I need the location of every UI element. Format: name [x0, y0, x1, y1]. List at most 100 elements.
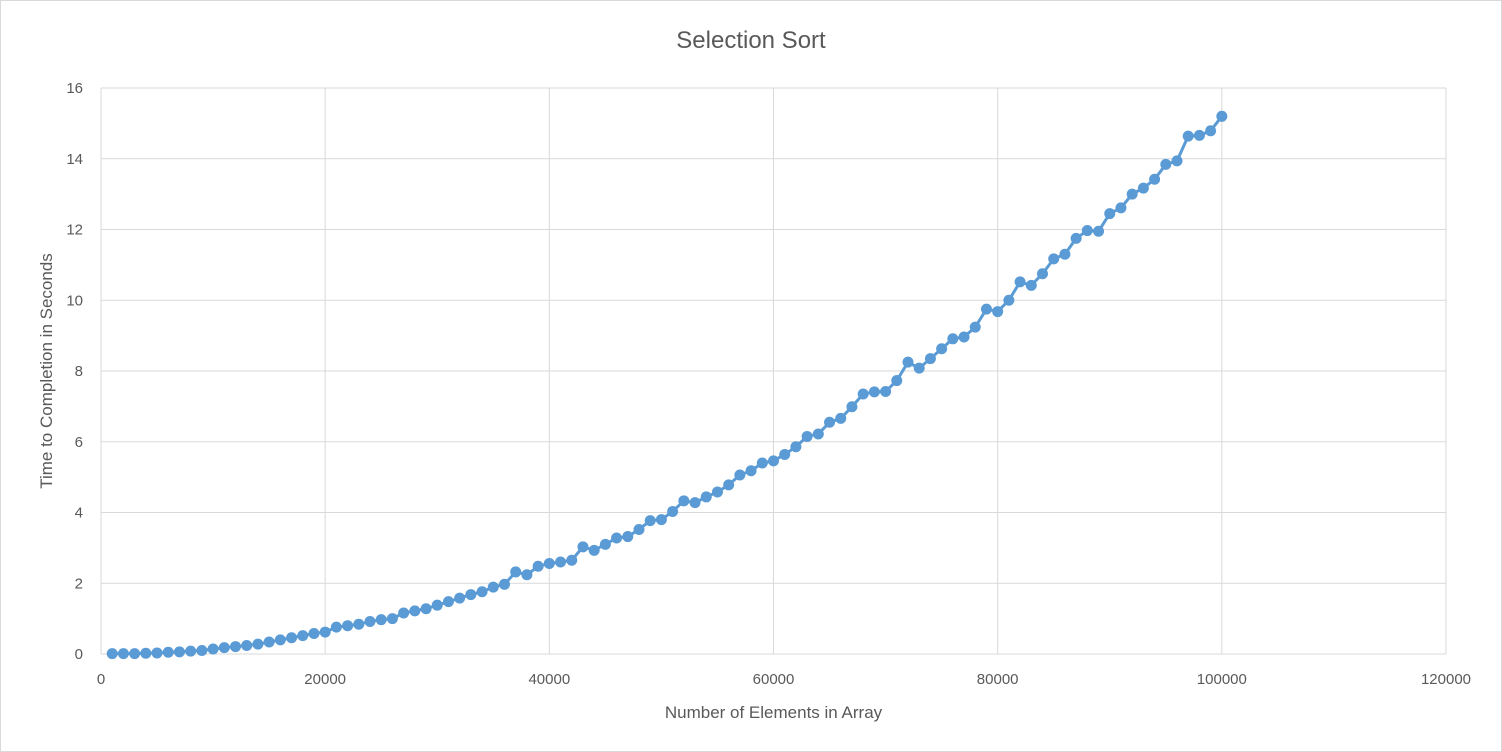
- data-point: [1193, 129, 1205, 141]
- data-point: [924, 353, 936, 365]
- data-point: [1216, 110, 1228, 122]
- data-point: [218, 642, 230, 654]
- y-tick-label: 6: [75, 434, 83, 451]
- data-point: [1025, 279, 1037, 291]
- data-point: [868, 386, 880, 398]
- data-point: [779, 448, 791, 460]
- y-tick-label: 16: [66, 80, 83, 97]
- data-point: [1149, 173, 1161, 185]
- data-point: [1070, 232, 1082, 244]
- data-point: [442, 596, 454, 608]
- data-point: [812, 428, 824, 440]
- x-tick-label: 60000: [753, 671, 795, 688]
- data-point: [1137, 182, 1149, 194]
- data-point: [1048, 253, 1060, 265]
- data-point: [409, 605, 421, 617]
- data-point: [734, 469, 746, 481]
- y-tick-label: 12: [66, 222, 83, 239]
- data-point: [364, 615, 376, 627]
- data-point: [824, 416, 836, 428]
- data-point: [129, 648, 141, 660]
- data-point: [667, 505, 679, 517]
- data-point: [465, 589, 477, 601]
- data-point: [891, 375, 903, 387]
- data-point: [958, 331, 970, 343]
- data-point: [902, 356, 914, 368]
- y-tick-label: 4: [75, 505, 83, 522]
- data-point: [1081, 225, 1093, 237]
- data-point: [1093, 225, 1105, 237]
- data-point: [330, 621, 342, 633]
- series-line: [112, 115, 1224, 656]
- data-point: [398, 607, 410, 619]
- data-point: [801, 430, 813, 442]
- x-tick-label: 100000: [1197, 671, 1247, 688]
- data-point: [499, 578, 510, 590]
- data-point: [678, 495, 690, 507]
- data-point: [947, 333, 959, 345]
- data-point: [286, 632, 298, 644]
- tick-labels: 0 2 4 6 8 10 12 14 16 0 20000 40000 60000 80000 100000…: [66, 80, 1471, 688]
- data-point: [230, 641, 241, 653]
- y-axis-title: Time to Completion in Seconds: [37, 253, 56, 489]
- data-point: [1205, 125, 1217, 137]
- data-point: [196, 644, 208, 656]
- y-tick-label: 8: [75, 363, 83, 380]
- data-point: [510, 566, 522, 578]
- data-point: [857, 388, 869, 400]
- y-tick-label: 0: [75, 646, 83, 663]
- data-point: [274, 634, 286, 646]
- data-point: [117, 648, 129, 660]
- data-point: [319, 626, 331, 638]
- data-point: [768, 455, 779, 467]
- data-point: [756, 457, 768, 469]
- data-point: [454, 592, 466, 604]
- y-tick-label: 2: [75, 575, 83, 592]
- data-point: [599, 538, 611, 550]
- data-point: [476, 586, 488, 598]
- data-point: [790, 441, 802, 453]
- data-point: [723, 479, 735, 491]
- data-point: [1014, 276, 1026, 288]
- data-point: [1003, 294, 1015, 306]
- x-tick-label: 120000: [1421, 671, 1471, 688]
- data-point: [835, 412, 847, 424]
- data-point: [1037, 268, 1048, 280]
- x-axis-title: Number of Elements in Array: [665, 703, 883, 722]
- data-point: [655, 514, 667, 526]
- data-point: [711, 486, 723, 498]
- data-point: [1126, 188, 1138, 200]
- data-point: [386, 613, 398, 625]
- data-point: [1160, 158, 1172, 170]
- data-point: [644, 515, 656, 527]
- data-series: [106, 110, 1228, 660]
- data-point: [846, 401, 858, 413]
- data-point: [207, 643, 219, 655]
- data-point: [1059, 248, 1071, 260]
- data-point: [543, 557, 555, 569]
- data-point: [241, 640, 253, 652]
- data-point: [263, 636, 275, 648]
- data-point: [689, 497, 701, 509]
- data-point: [106, 648, 118, 660]
- data-point: [980, 303, 992, 315]
- data-point: [936, 343, 948, 355]
- x-tick-label: 80000: [977, 671, 1019, 688]
- data-point: [521, 569, 533, 581]
- data-point: [297, 630, 309, 642]
- data-point: [622, 531, 634, 543]
- data-point: [1171, 155, 1183, 167]
- data-point: [1115, 202, 1127, 214]
- data-point: [1182, 130, 1194, 142]
- data-point: [151, 647, 163, 659]
- data-point: [700, 491, 712, 503]
- data-point: [611, 532, 623, 544]
- gridlines: [100, 87, 1447, 655]
- y-tick-label: 14: [66, 151, 83, 168]
- data-point: [532, 560, 544, 572]
- x-tick-label: 20000: [304, 671, 346, 688]
- data-point: [969, 321, 981, 333]
- data-point: [992, 306, 1004, 318]
- data-point: [1104, 208, 1116, 220]
